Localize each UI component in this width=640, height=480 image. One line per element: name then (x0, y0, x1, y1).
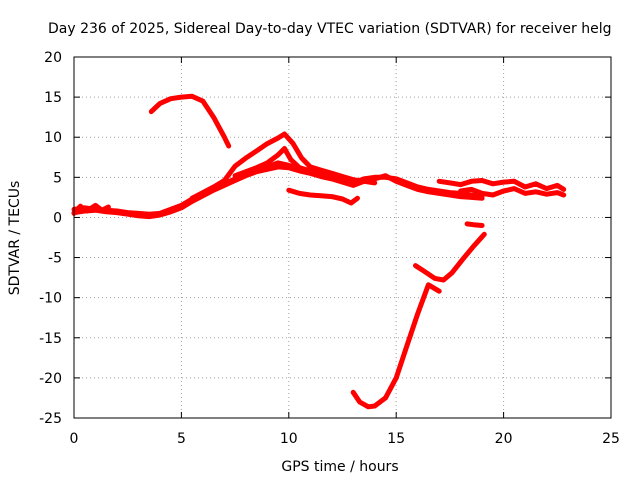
x-tick-label: 15 (387, 431, 405, 447)
series-line-arc-8 (350, 282, 442, 410)
x-tick-label: 25 (602, 431, 620, 447)
y-tick-label: -20 (39, 371, 62, 387)
series-line-arc-3 (71, 202, 111, 216)
y-tick-label: 0 (53, 210, 62, 226)
y-tick-label: 15 (44, 90, 62, 106)
x-tick-label: 0 (70, 431, 79, 447)
data-series (71, 93, 567, 410)
x-tick-label: 20 (495, 431, 513, 447)
y-tick-label: 5 (53, 170, 62, 186)
x-tick-labels: 0 5 10 15 20 25 (70, 431, 620, 447)
x-axis-title: GPS time / hours (281, 459, 398, 475)
y-axis-title: SDTVAR / TECUs (7, 181, 23, 296)
series-line-arc-9 (413, 231, 487, 283)
y-tick-labels: 20 15 10 5 0 -5 -10 -15 -20 -25 (39, 50, 62, 427)
y-tick-label: -25 (39, 411, 62, 427)
y-tick-label: -15 (39, 331, 62, 347)
series-line-arc-5 (189, 131, 378, 201)
y-tick-label: 10 (44, 130, 62, 146)
series-line-arc-12 (458, 186, 567, 198)
series-line-arc-10 (464, 221, 485, 228)
series-line-arc-11 (436, 178, 567, 192)
x-tick-label: 10 (280, 431, 298, 447)
chart-title: Day 236 of 2025, Sidereal Day-to-day VTE… (48, 21, 611, 37)
y-tick-label: 20 (44, 50, 62, 66)
series-line-arc-6 (232, 146, 313, 179)
axis-ticks (73, 56, 612, 419)
x-tick-label: 5 (177, 431, 186, 447)
series-line-arc-7 (286, 187, 360, 206)
series-line-arc-2 (71, 164, 485, 220)
series-line-arc-4 (148, 93, 232, 149)
plot-frame (73, 56, 612, 419)
y-tick-label: -10 (39, 291, 62, 307)
y-tick-label: -5 (48, 251, 62, 267)
